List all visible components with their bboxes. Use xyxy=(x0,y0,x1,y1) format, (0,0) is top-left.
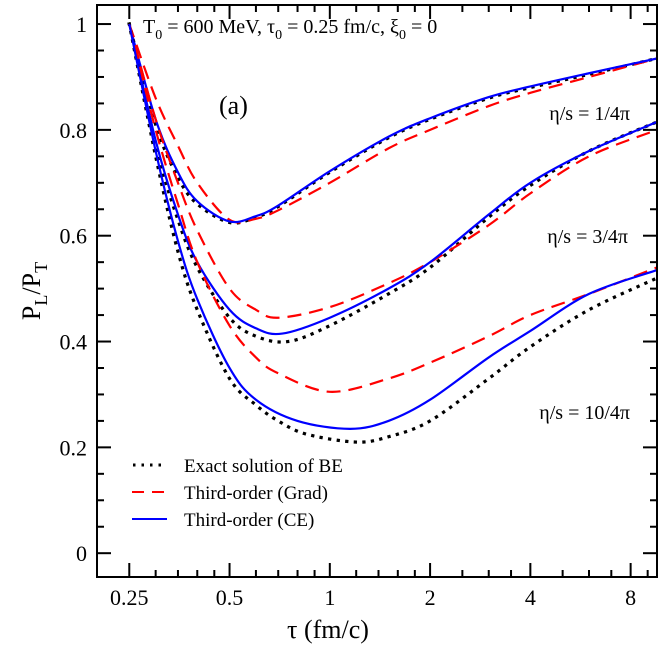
header-annotation: T0 = 600 MeV, τ0 = 0.25 fm/c, ξ0 = 0 xyxy=(143,16,437,43)
x-tick-label: 2 xyxy=(425,585,436,610)
y-tick-label: 0.4 xyxy=(60,330,88,355)
series-exact-line xyxy=(127,22,657,344)
curve-label-2: η/s = 3/4π xyxy=(547,226,628,248)
curves xyxy=(127,22,657,444)
legend-grad-label: Third-order (Grad) xyxy=(184,483,328,504)
plot-frame xyxy=(96,4,658,578)
legend-ce-label: Third-order (CE) xyxy=(184,510,314,531)
y-tick-label: 0.6 xyxy=(60,224,88,249)
series-grad-line xyxy=(128,23,657,319)
y-tick-label: 0.8 xyxy=(60,118,88,143)
legend-exact-label: Exact solution of BE xyxy=(184,456,343,477)
curve-label-3: η/s = 10/4π xyxy=(539,402,630,424)
x-axis-label: τ (fm/c) xyxy=(287,615,369,644)
series-grad-line xyxy=(128,23,657,224)
x-tick-label: 4 xyxy=(525,585,536,610)
axis-ticks: 0.25 0.5 1 2 4 8 0 0.2 0.4 0.6 0.8 1 xyxy=(60,5,657,610)
series-ce-line xyxy=(128,23,657,224)
y-tick-label: 1 xyxy=(76,12,87,37)
x-tick-label: 8 xyxy=(625,585,636,610)
series-ce-line xyxy=(128,23,657,336)
legend: Exact solution of BE Third-order (Grad) … xyxy=(132,456,343,531)
x-tick-label: 1 xyxy=(324,585,335,610)
x-tick-label: 0.5 xyxy=(216,585,244,610)
series-exact-line xyxy=(127,22,657,444)
y-tick-label: 0.2 xyxy=(60,435,88,460)
series-ce-line xyxy=(128,23,657,430)
series-grad-line xyxy=(128,23,657,393)
x-tick-label: 0.25 xyxy=(110,585,149,610)
y-tick-label: 0 xyxy=(76,541,87,566)
curve-label-1: η/s = 1/4π xyxy=(549,103,630,125)
panel-label: (a) xyxy=(219,91,248,120)
y-axis-label: PL/PT xyxy=(17,262,51,320)
